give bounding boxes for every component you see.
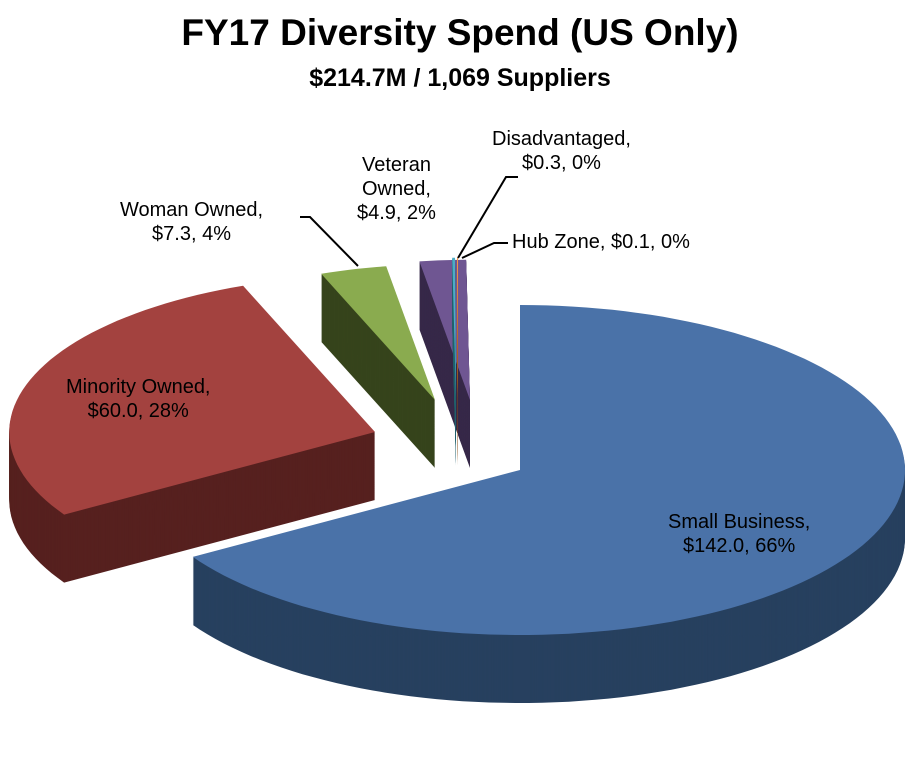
label-line: $7.3, 4% <box>152 223 231 245</box>
label-line: Minority Owned, <box>66 376 211 398</box>
data-label-small-business: Small Business, $142.0, 66% <box>668 510 810 558</box>
label-line: Woman Owned, <box>120 199 264 221</box>
data-label-veteran-owned: Veteran Owned, $4.9, 2% <box>357 153 436 225</box>
pie-slice-minority-owned <box>9 285 376 583</box>
data-label-minority-owned: Minority Owned, $60.0, 28% <box>66 375 211 423</box>
data-label-disadvantaged: Disadvantaged, $0.3, 0% <box>492 127 631 175</box>
chart-subtitle: $214.7M / 1,069 Suppliers <box>309 64 611 92</box>
label-line: $60.0, 28% <box>87 400 189 422</box>
slice-top-woman-owned <box>321 266 435 400</box>
leader-line-woman-owned <box>300 216 359 267</box>
label-line: Small Business, <box>668 511 811 533</box>
label-line: Disadvantaged, <box>492 128 631 150</box>
leader-line-disadvantaged <box>457 176 518 259</box>
label-line: $4.9, 2% <box>357 202 436 224</box>
label-line: $0.3, 0% <box>522 152 601 174</box>
label-line: $142.0, 66% <box>682 535 796 557</box>
chart-title: FY17 Diversity Spend (US Only) <box>181 12 739 53</box>
pie-slice-small-business <box>192 305 906 703</box>
leader-line-hub-zone <box>461 242 508 259</box>
data-label-hub-zone: Hub Zone, $0.1, 0% <box>512 230 690 254</box>
pie-slice-hub-zone <box>457 257 458 466</box>
slice-top-minority-owned <box>9 285 376 515</box>
label-line: Hub Zone, $0.1, 0% <box>512 231 690 253</box>
slice-top-small-business <box>192 305 906 635</box>
data-label-woman-owned: Woman Owned, $7.3, 4% <box>120 198 263 246</box>
slice-side-woman-owned <box>321 267 435 468</box>
label-line: Owned, <box>362 178 431 200</box>
slice-top-disadvantaged <box>452 257 456 398</box>
slice-top-hub-zone <box>457 257 458 398</box>
pie-slice-woman-owned <box>321 266 435 468</box>
pie-slice-disadvantaged <box>452 257 456 466</box>
label-line: Veteran <box>362 154 431 176</box>
